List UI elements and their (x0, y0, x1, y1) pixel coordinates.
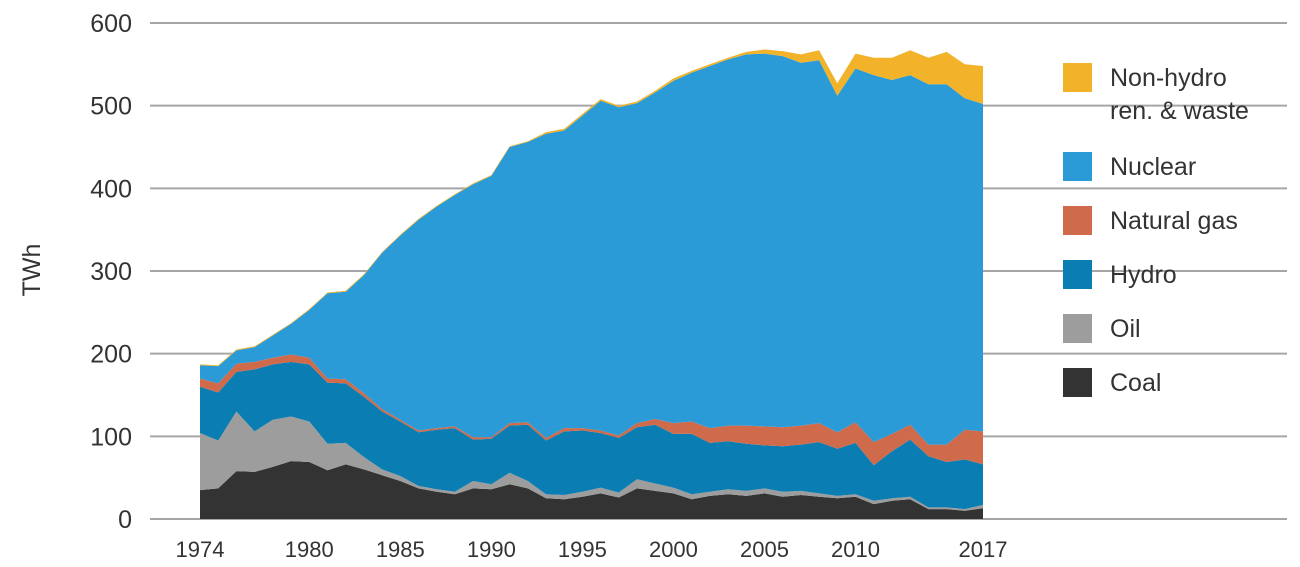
y-tick-label: 0 (118, 506, 132, 534)
legend-label: Hydro (1110, 261, 1177, 289)
legend-item: Oil (1063, 313, 1280, 367)
y-tick-label: 300 (90, 258, 132, 286)
legend-item: Coal (1063, 367, 1280, 421)
area-natural-gas (200, 354, 983, 466)
legend-swatch (1063, 314, 1092, 343)
x-tick-label: 2005 (740, 537, 789, 562)
x-tick-label: 1995 (558, 537, 607, 562)
area-coal (200, 461, 983, 519)
x-tick-label: 1990 (467, 537, 516, 562)
legend-item: Hydro (1063, 259, 1280, 313)
x-tick-label: 2000 (649, 537, 698, 562)
legend-swatch (1063, 152, 1092, 181)
x-tick-label: 1974 (176, 537, 225, 562)
legend-swatch (1063, 260, 1092, 289)
area-oil (200, 411, 983, 511)
legend-swatch (1063, 368, 1092, 397)
x-tick-label: 1980 (285, 537, 334, 562)
legend-item: Natural gas (1063, 205, 1280, 259)
legend-swatch (1063, 63, 1092, 92)
x-tick-label: 2017 (959, 537, 1008, 562)
legend-label: Oil (1110, 315, 1141, 343)
legend-item: Nuclear (1063, 151, 1280, 205)
legend-label: Coal (1110, 369, 1162, 397)
y-tick-label: 500 (90, 93, 132, 121)
legend-label: Nuclear (1110, 153, 1197, 181)
y-tick-label: 200 (90, 341, 132, 369)
y-tick-label: 600 (90, 10, 132, 38)
legend-label: Non-hydro ren. & waste (1110, 64, 1249, 125)
legend: Non-hydro ren. & waste Nuclear Natural gas… (1063, 62, 1280, 421)
x-tick-label: 2010 (831, 537, 880, 562)
area-hydro (200, 361, 983, 510)
area-nuclear (200, 53, 983, 445)
legend-label: Natural gas (1110, 207, 1238, 235)
y-tick-label: 100 (90, 423, 132, 451)
legend-item: Non-hydro ren. & waste (1063, 62, 1280, 151)
y-tick-label: 400 (90, 175, 132, 203)
x-tick-label: 1985 (376, 537, 425, 562)
y-axis-label: TWh (18, 244, 46, 297)
legend-swatch (1063, 206, 1092, 235)
